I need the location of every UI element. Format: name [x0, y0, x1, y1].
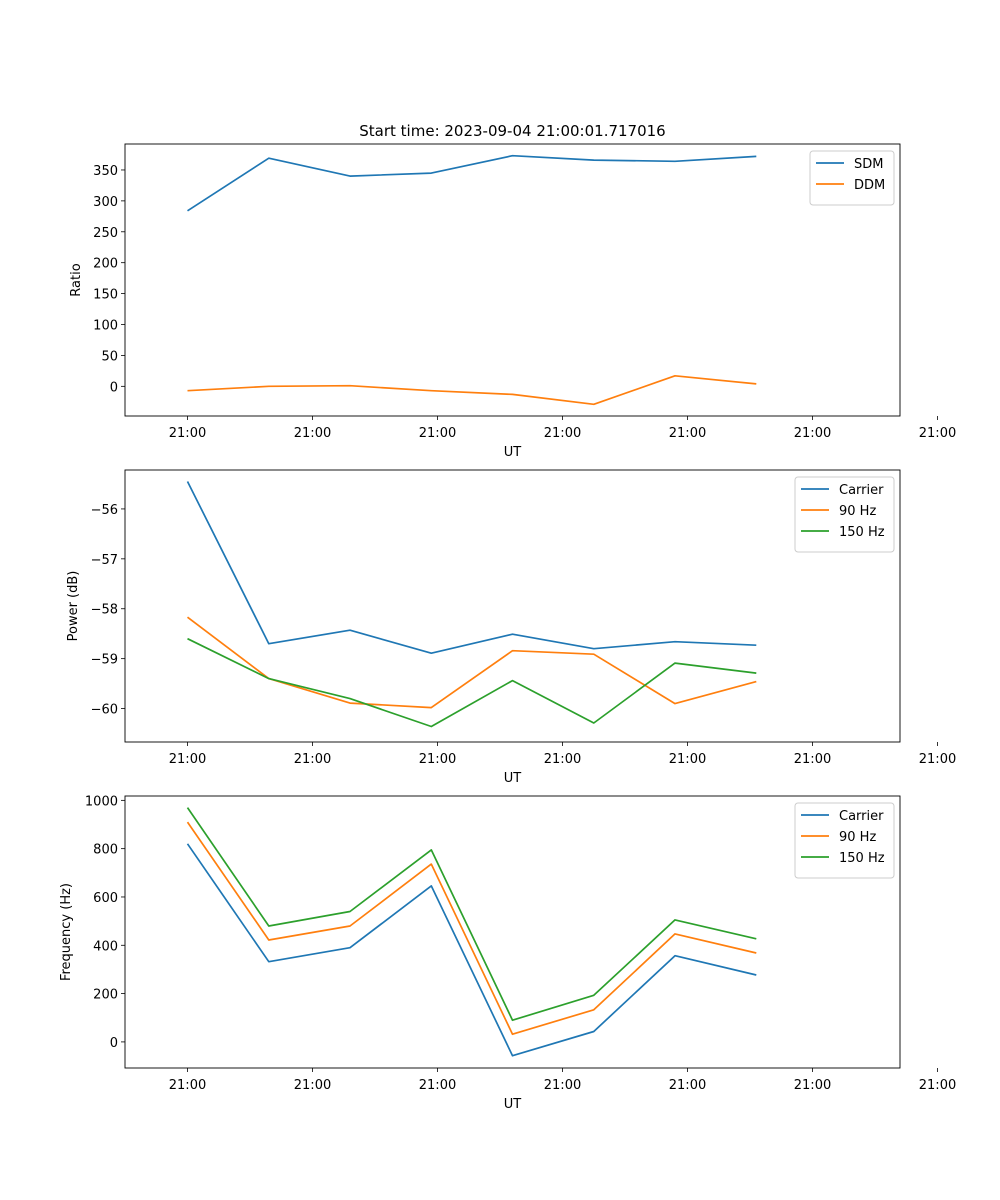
- legend-frame: [794, 802, 895, 879]
- x-tick-label: 21:00: [794, 752, 831, 767]
- y-tick-label: −58: [91, 603, 118, 618]
- subplot-3: 0 200 400 600 800 1000 21:00 21:00 21:00 21:00 21:…: [59, 794, 956, 1112]
- series-line-150-hz: [186, 807, 757, 1022]
- y-tick-label: −59: [91, 653, 118, 668]
- legend-frame: [794, 476, 895, 553]
- series-line-carrier: [186, 843, 757, 1057]
- legend-entry: SDM: [854, 157, 883, 172]
- legend-entry: 90 Hz: [839, 830, 876, 845]
- x-tick-label: 21:00: [419, 752, 456, 767]
- y-tick-label: 100: [93, 319, 118, 334]
- x-tick-label: 21:00: [544, 1078, 581, 1093]
- series-line-90-hz: [186, 821, 757, 1036]
- y-tick-label: −57: [91, 553, 118, 568]
- y-axis-label: Power (dB): [66, 571, 81, 642]
- x-tick-label: 21:00: [294, 1078, 331, 1093]
- x-tick-label: 21:00: [669, 426, 706, 441]
- legend-entry: Carrier: [839, 809, 884, 824]
- series-line-carrier: [186, 481, 757, 655]
- x-tick-label: 21:00: [669, 752, 706, 767]
- legend: Carrier 90 Hz 150 Hz: [794, 476, 895, 553]
- x-tick-label: 21:00: [919, 426, 956, 441]
- x-tick-label: 21:00: [169, 426, 206, 441]
- x-tick-label: 21:00: [544, 752, 581, 767]
- y-tick-label: 400: [93, 939, 118, 954]
- y-tick-label: 150: [93, 288, 118, 303]
- y-tick-label: 200: [93, 257, 118, 272]
- x-tick-label: 21:00: [794, 1078, 831, 1093]
- x-tick-label: 21:00: [794, 426, 831, 441]
- x-tick-label: 21:00: [919, 1078, 956, 1093]
- x-tick-label: 21:00: [169, 752, 206, 767]
- series-line-ddm: [187, 374, 757, 406]
- x-tick-label: 21:00: [419, 426, 456, 441]
- legend: Carrier 90 Hz 150 Hz: [794, 802, 895, 879]
- series-line-150-hz: [187, 637, 757, 728]
- y-tick-label: 600: [93, 891, 118, 906]
- series-line-sdm: [187, 154, 757, 212]
- y-tick-label: 1000: [85, 794, 118, 809]
- y-axis-label: Frequency (Hz): [59, 883, 74, 981]
- x-tick-label: 21:00: [669, 1078, 706, 1093]
- x-tick-label: 21:00: [169, 1078, 206, 1093]
- legend-entry: 150 Hz: [839, 851, 885, 866]
- figure-title: Start time: 2023-09-04 21:00:01.717016: [359, 122, 665, 140]
- y-tick-label: 50: [101, 349, 118, 364]
- x-axis-label: UT: [504, 771, 522, 786]
- x-axis-label: UT: [504, 445, 522, 460]
- x-tick-label: 21:00: [919, 752, 956, 767]
- y-tick-label: 0: [110, 380, 118, 395]
- y-tick-label: 300: [93, 195, 118, 210]
- y-tick-label: 200: [93, 988, 118, 1003]
- y-axis-label: Ratio: [69, 263, 84, 296]
- legend-frame: [809, 150, 895, 206]
- x-tick-label: 21:00: [294, 426, 331, 441]
- legend-entry: Carrier: [839, 483, 884, 498]
- y-tick-label: 350: [93, 164, 118, 179]
- x-tick-label: 21:00: [419, 1078, 456, 1093]
- x-tick-label: 21:00: [294, 752, 331, 767]
- y-tick-label: 250: [93, 226, 118, 241]
- x-axis-label: UT: [504, 1097, 522, 1112]
- legend-entry: DDM: [854, 178, 885, 193]
- axes-frame: [124, 469, 901, 743]
- legend-entry: 90 Hz: [839, 504, 876, 519]
- y-tick-label: −56: [91, 503, 118, 518]
- axes-frame: [124, 143, 901, 417]
- legend-entry: 150 Hz: [839, 525, 885, 540]
- subplot-2: −60 −59 −58 −57 −56 21:00 21:00 21:00 21:00 21:00…: [66, 469, 956, 786]
- subplot-1: 0 50 100 150 200 250 300 350 21:00 21:00 21:00 21:0…: [69, 143, 956, 460]
- axes-frame: [124, 795, 901, 1069]
- x-tick-label: 21:00: [544, 426, 581, 441]
- y-tick-label: 800: [93, 843, 118, 858]
- legend: SDM DDM: [809, 150, 895, 206]
- y-tick-label: 0: [110, 1036, 118, 1051]
- y-tick-label: −60: [91, 703, 118, 718]
